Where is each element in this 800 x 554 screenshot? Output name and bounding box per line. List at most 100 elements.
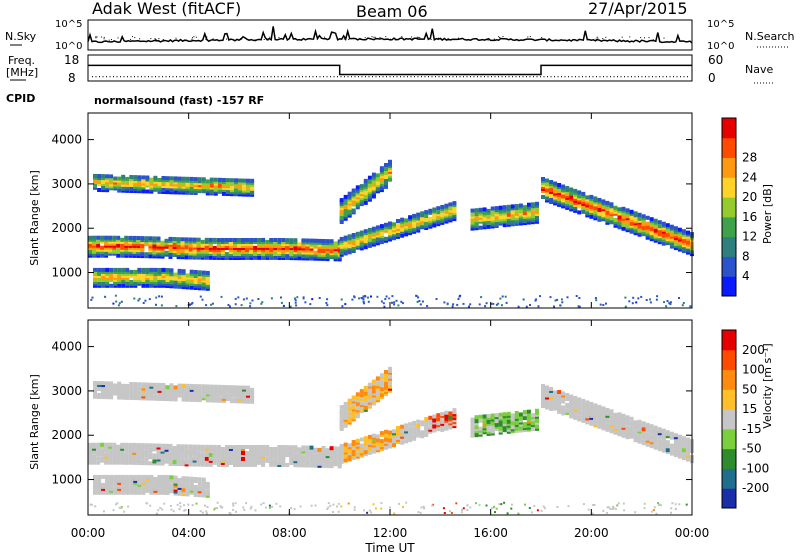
heatmap-cell <box>482 414 487 419</box>
velocity-heatmap <box>88 366 694 515</box>
noise-search-point <box>96 36 98 38</box>
heatmap-cell <box>184 444 189 449</box>
heatmap-cell <box>501 304 503 307</box>
noise-search-point <box>390 38 392 40</box>
heatmap-cell <box>530 202 535 207</box>
heatmap-cell <box>340 298 343 301</box>
heatmap-cell <box>157 382 162 387</box>
heatmap-cell <box>133 297 136 300</box>
heatmap-cell <box>127 505 130 508</box>
heatmap-cell <box>380 507 383 510</box>
heatmap-cell <box>100 235 105 240</box>
heatmap-cell <box>522 298 525 301</box>
heatmap-cell <box>661 428 666 433</box>
colorbar-swatch <box>722 468 736 489</box>
noise-search-point <box>117 37 119 39</box>
heatmap-cell <box>228 445 233 449</box>
noise-search-point <box>269 36 271 38</box>
heatmap-cell <box>197 481 202 486</box>
heatmap-cell <box>661 241 666 246</box>
noise-search-point <box>212 38 214 40</box>
freq-unit-label: [MHz] <box>6 66 38 79</box>
heatmap-cell <box>649 298 651 301</box>
heatmap-cell <box>152 459 157 464</box>
heatmap-cell <box>129 386 134 390</box>
heatmap-cell <box>351 395 356 400</box>
heatmap-cell <box>173 272 178 277</box>
heatmap-cell <box>281 461 286 465</box>
heatmap-cell <box>653 443 658 448</box>
heatmap-cell <box>172 446 177 450</box>
heatmap-cell <box>379 393 384 398</box>
heatmap-cell <box>670 507 673 510</box>
heatmap-cell <box>617 207 622 212</box>
heatmap-cell <box>141 175 146 180</box>
heatmap-cell <box>333 251 338 256</box>
heatmap-cell <box>363 436 368 441</box>
noise-search-point <box>487 39 489 41</box>
heatmap-cell <box>137 273 142 278</box>
heatmap-cell <box>343 401 348 406</box>
noise-search-point <box>205 38 207 40</box>
heatmap-cell <box>90 503 93 506</box>
noise-panel-frame <box>87 19 693 51</box>
colorbar-tick-label: 50 <box>742 382 757 396</box>
heatmap-cell <box>653 228 658 233</box>
heatmap-cell <box>148 461 153 466</box>
heatmap-cell <box>144 457 149 462</box>
heatmap-cell <box>268 504 271 507</box>
heatmap-cell <box>176 237 181 242</box>
heatmap-cell <box>172 460 177 464</box>
heatmap-cell <box>682 302 685 304</box>
y-tick-label: 1000 <box>51 473 82 487</box>
colorbar-swatch <box>722 118 736 139</box>
colorbar-tick-label: 15 <box>742 402 757 416</box>
heatmap-cell <box>359 437 364 442</box>
heatmap-cell <box>93 484 97 489</box>
heatmap-cell <box>116 243 121 248</box>
heatmap-cell <box>611 508 614 510</box>
noise-search-point <box>394 39 396 41</box>
heatmap-cell <box>137 299 140 302</box>
velocity-ylabel: Slant Range [km] <box>28 374 41 470</box>
heatmap-cell <box>370 511 373 514</box>
x-tick-label: 04:00 <box>171 526 206 540</box>
heatmap-cell <box>313 238 318 243</box>
heatmap-cell <box>321 446 326 450</box>
heatmap-cell <box>363 395 368 400</box>
heatmap-cell <box>629 416 634 421</box>
heatmap-cell <box>624 296 627 299</box>
heatmap-cell <box>396 223 400 227</box>
heatmap-cell <box>216 507 219 510</box>
heatmap-cell <box>253 238 258 242</box>
heatmap-cell <box>503 501 506 504</box>
heatmap-cell <box>609 216 614 221</box>
heatmap-cell <box>400 233 405 238</box>
heatmap-cell <box>305 449 310 454</box>
heatmap-cell <box>379 166 384 171</box>
heatmap-cell <box>173 475 178 480</box>
heatmap-cell <box>415 294 418 297</box>
heatmap-cell <box>220 295 223 298</box>
heatmap-cell <box>329 253 334 258</box>
beam-title: Beam 06 <box>356 2 428 21</box>
heatmap-cell <box>184 458 189 463</box>
heatmap-cell <box>205 481 210 486</box>
heatmap-cell <box>160 443 165 448</box>
heatmap-cell <box>180 458 185 463</box>
heatmap-cell <box>549 296 552 299</box>
heatmap-cell <box>362 295 365 298</box>
heatmap-cell <box>605 423 610 428</box>
heatmap-cell <box>152 250 157 255</box>
heatmap-cell <box>96 243 101 248</box>
heatmap-cell <box>536 509 539 512</box>
noise-search-point <box>493 38 495 40</box>
heatmap-cell <box>601 199 606 204</box>
heatmap-cell <box>553 390 558 395</box>
heatmap-cell <box>678 297 680 299</box>
power-colorbar: 4 8 12 16 20 24 28 <box>721 117 757 297</box>
heatmap-cell <box>211 302 214 305</box>
heatmap-cell <box>621 226 626 231</box>
heatmap-cell <box>205 270 210 275</box>
heatmap-cell <box>452 303 455 306</box>
